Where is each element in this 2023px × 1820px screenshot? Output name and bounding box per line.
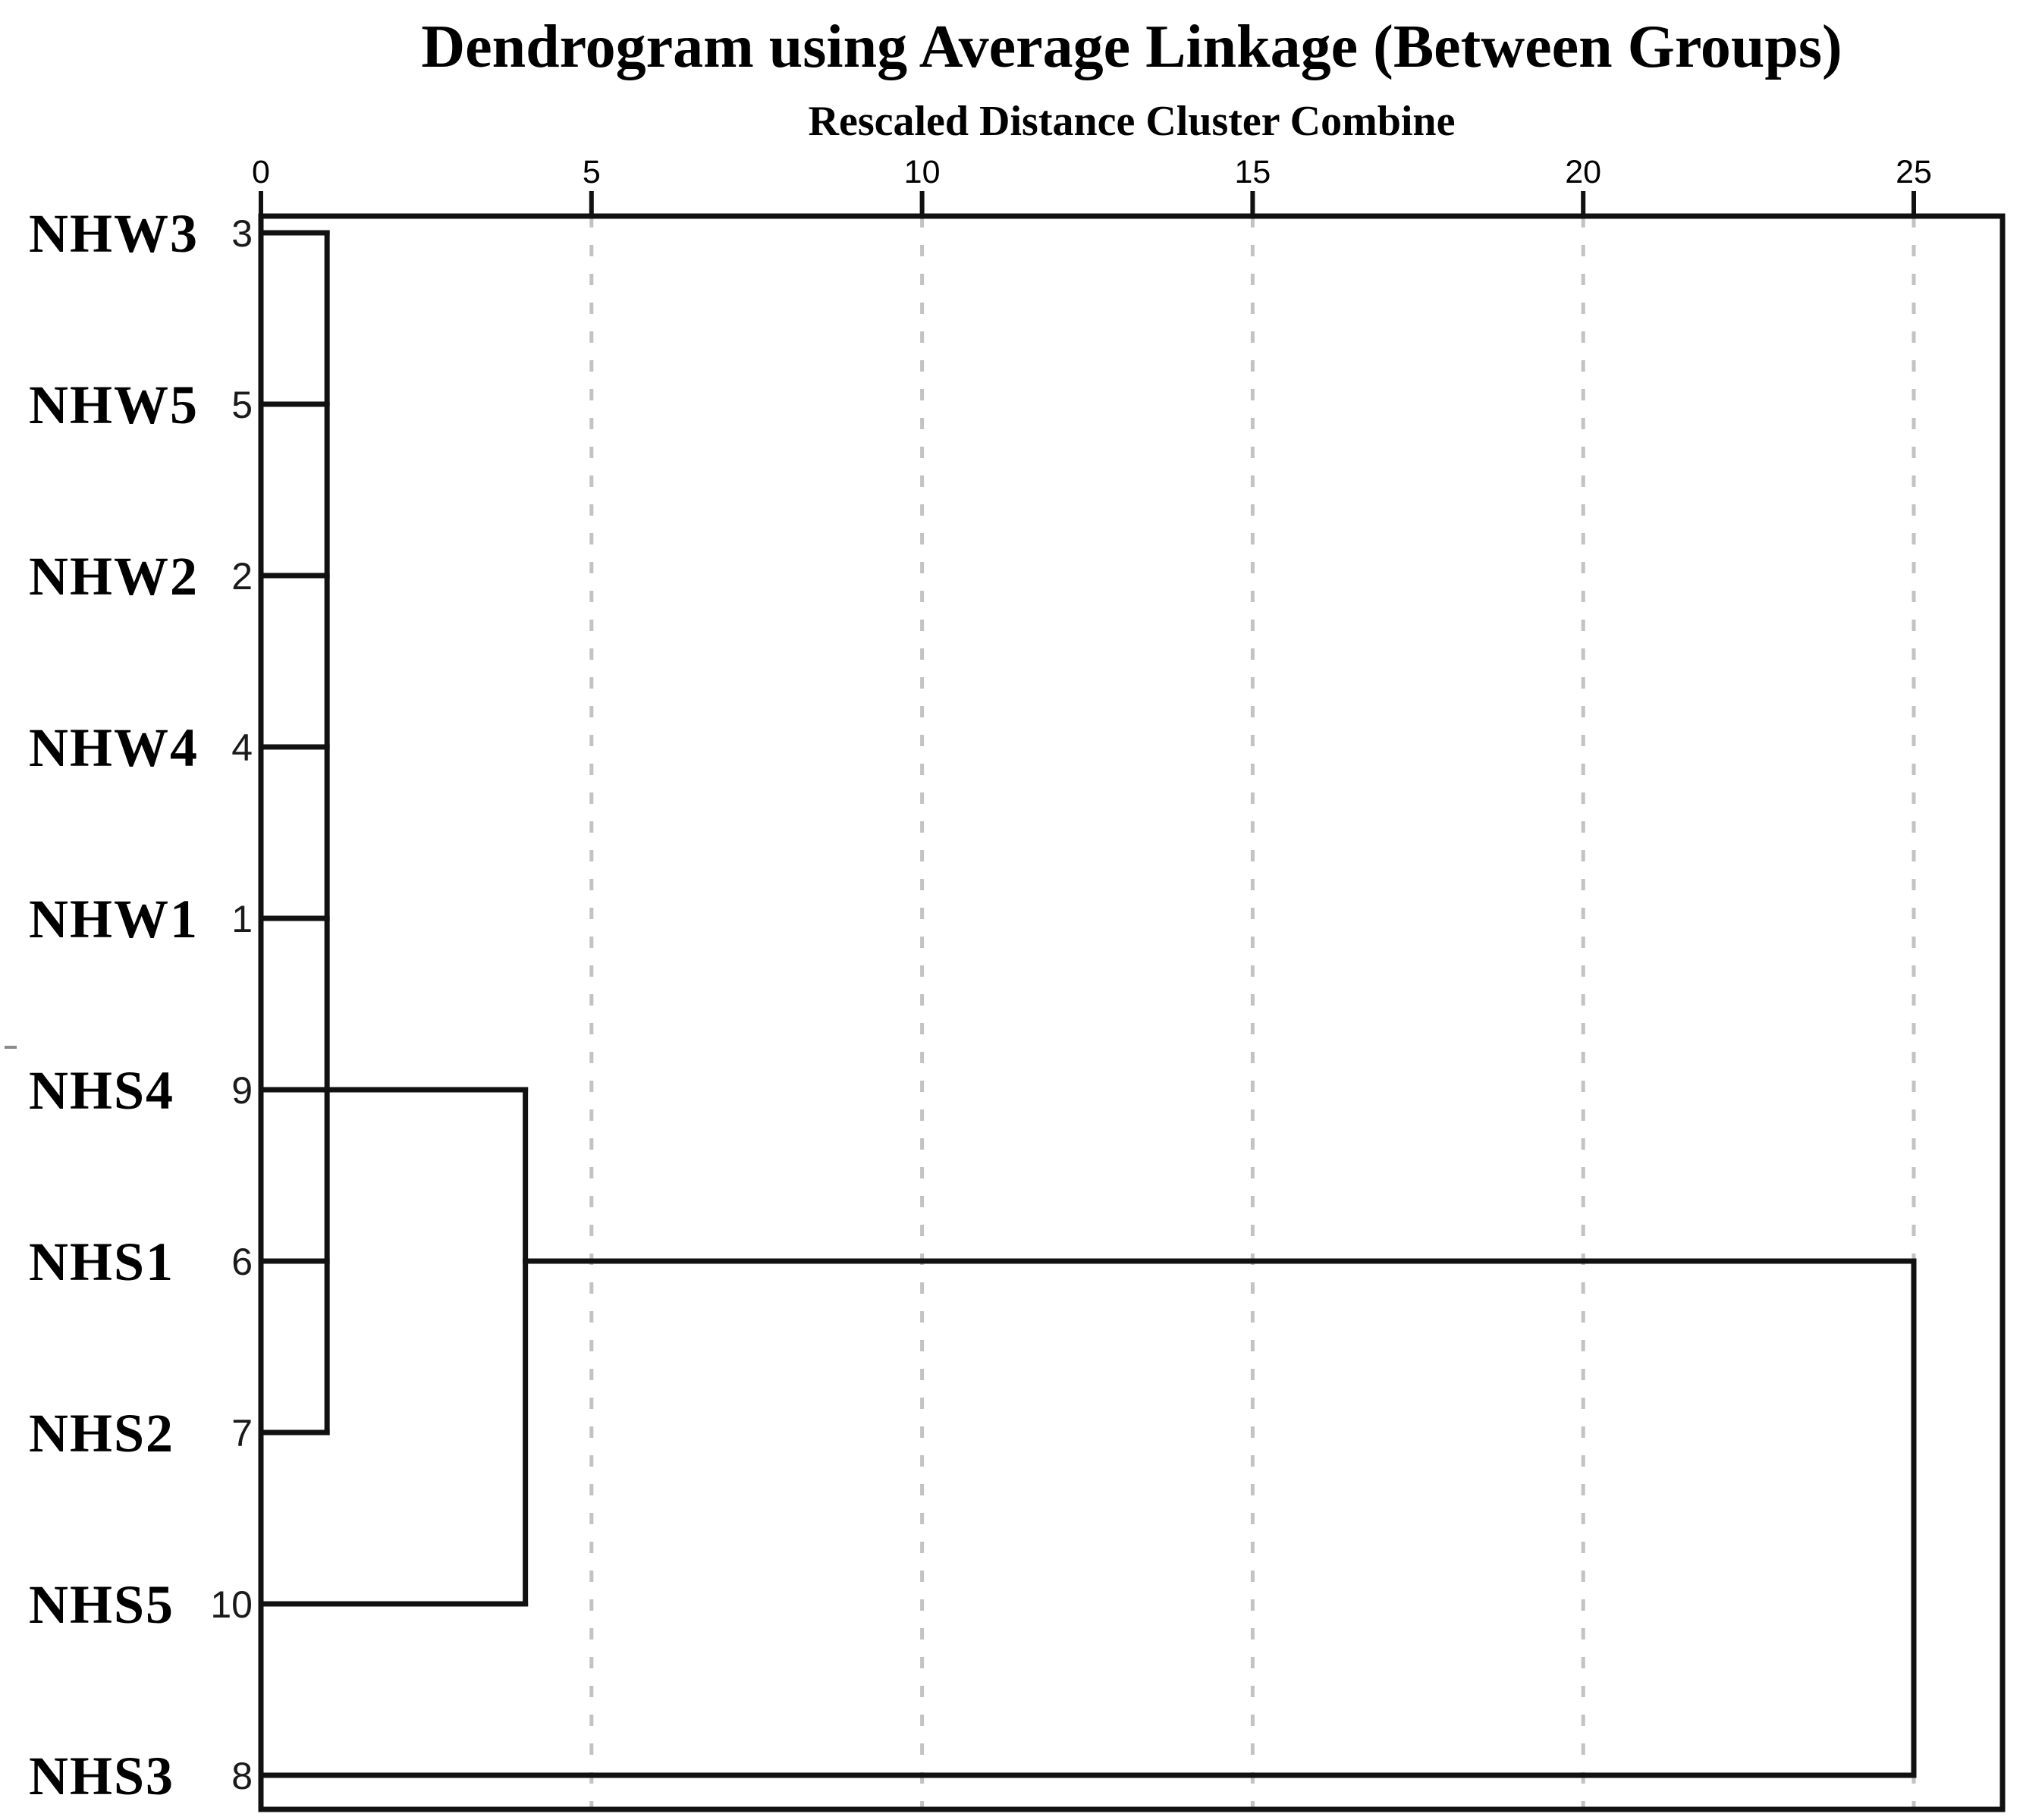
case-number: 4 — [231, 726, 253, 769]
chart-subtitle: Rescaled Distance Cluster Combine — [808, 98, 1456, 145]
case-number: 8 — [231, 1755, 253, 1797]
leaf-label: NHS1 — [29, 1232, 174, 1292]
tick-label: 5 — [583, 154, 601, 190]
case-number: 3 — [231, 212, 253, 255]
leaf-label: NHW1 — [29, 889, 199, 949]
leaf-label: NHW5 — [29, 375, 199, 435]
case-number: 5 — [231, 384, 253, 426]
tick-label: 0 — [252, 154, 270, 190]
leaf-label: NHS2 — [29, 1403, 174, 1464]
plot-frame — [258, 213, 2006, 1812]
leaf-label: NHW4 — [29, 717, 199, 778]
case-number: 2 — [231, 555, 253, 598]
tick-label: 10 — [904, 154, 941, 190]
tick-label: 25 — [1896, 154, 1932, 190]
chart-title: Dendrogram using Average Linkage (Betwee… — [421, 14, 1842, 80]
case-number: 7 — [231, 1412, 253, 1454]
case-number: 9 — [231, 1069, 253, 1112]
tick-label: 15 — [1234, 154, 1271, 190]
case-number: 6 — [231, 1241, 253, 1283]
leaf-label: NHS3 — [29, 1746, 174, 1806]
case-number: 1 — [231, 898, 253, 940]
leaf-label: NHW2 — [29, 546, 199, 607]
leaf-label: NHS5 — [29, 1574, 174, 1635]
leaf-label: NHS4 — [29, 1060, 174, 1121]
leaf-label: NHW3 — [29, 203, 199, 264]
case-number: 10 — [210, 1583, 253, 1626]
tick-label: 20 — [1565, 154, 1601, 190]
